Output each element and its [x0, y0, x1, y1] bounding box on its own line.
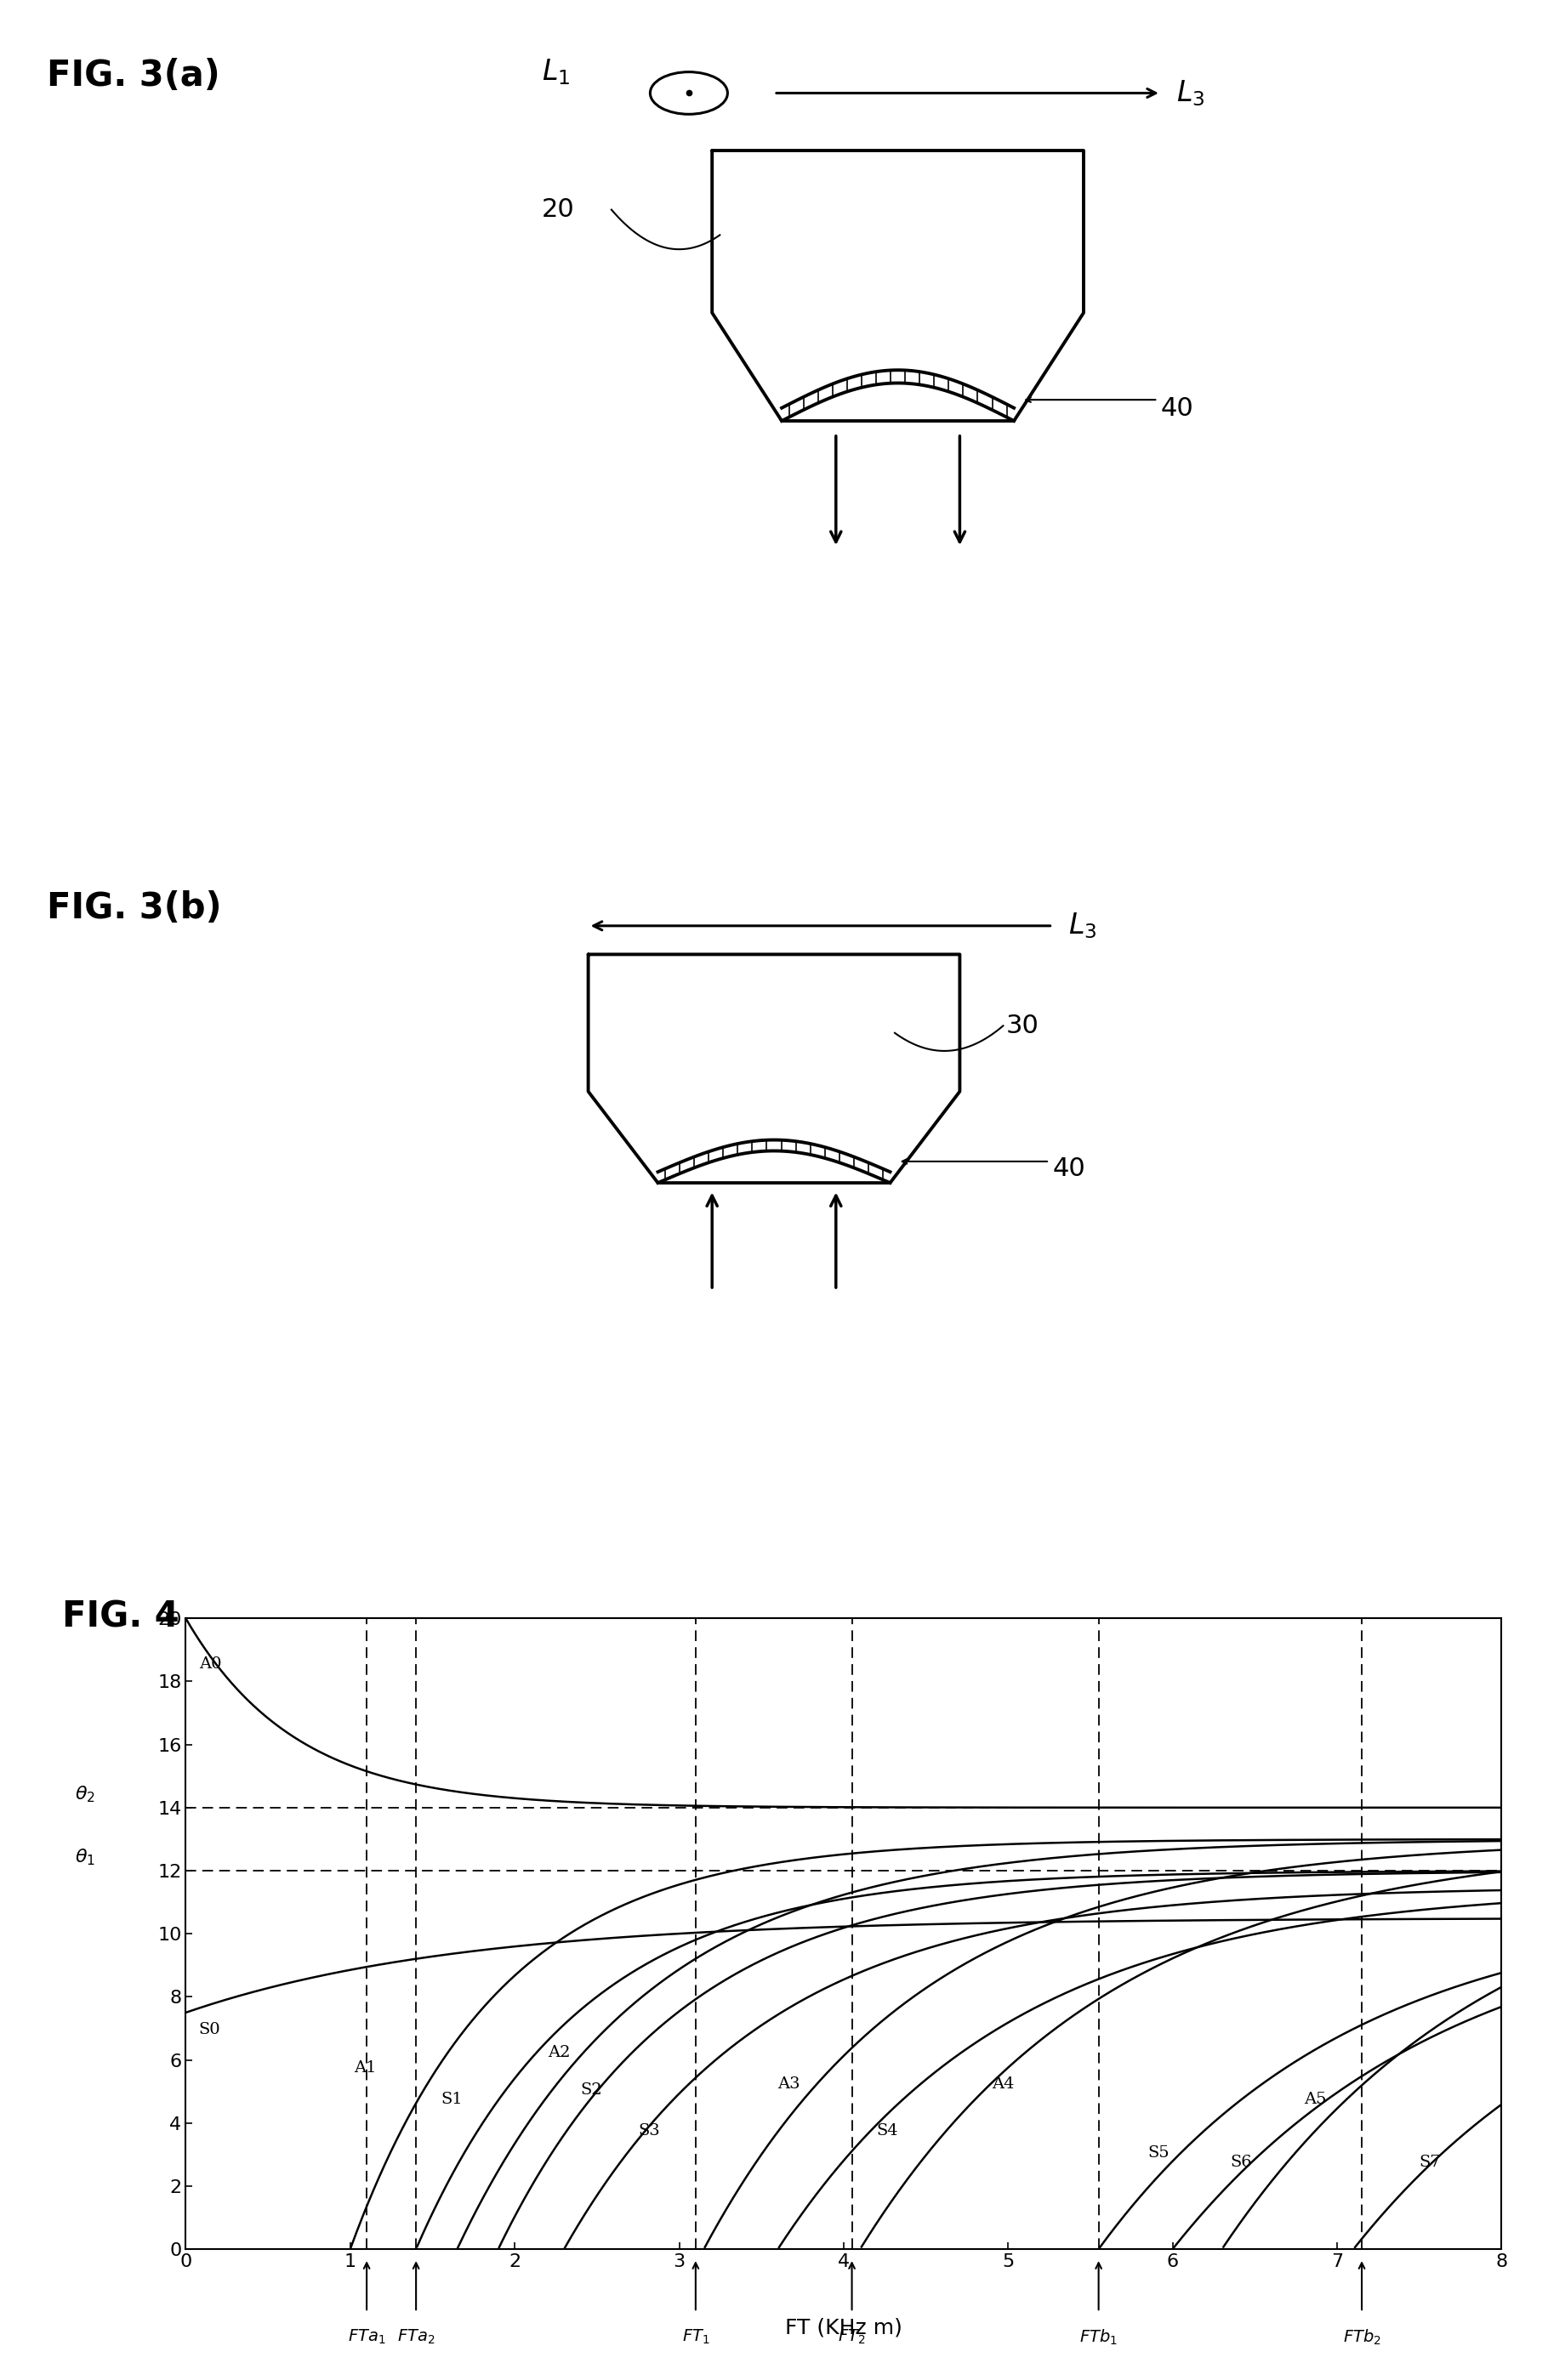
X-axis label: FT (KHz m): FT (KHz m)	[785, 2318, 902, 2337]
Text: A2: A2	[548, 2044, 570, 2059]
Text: S7: S7	[1420, 2154, 1441, 2171]
Text: S6: S6	[1231, 2154, 1252, 2171]
Text: S0: S0	[198, 2023, 221, 2037]
Text: S4: S4	[876, 2123, 898, 2140]
Text: $L_1$: $L_1$	[542, 57, 570, 88]
Text: $FTb_1$: $FTb_1$	[1079, 2328, 1118, 2347]
Text: S5: S5	[1149, 2144, 1170, 2161]
Text: $\theta_1$: $\theta_1$	[74, 1847, 96, 1868]
Text: 30: 30	[1006, 1014, 1039, 1038]
Text: FIG. 4: FIG. 4	[62, 1599, 180, 1635]
Text: $L_3$: $L_3$	[1068, 912, 1096, 940]
Text: A0: A0	[198, 1656, 221, 1671]
Text: $FTa_1$: $FTa_1$	[348, 2328, 385, 2347]
Text: 40: 40	[1161, 395, 1194, 421]
Text: A1: A1	[353, 2061, 376, 2075]
Text: $FTb_2$: $FTb_2$	[1342, 2328, 1381, 2347]
Text: S1: S1	[441, 2092, 463, 2106]
Text: FIG. 3(a): FIG. 3(a)	[46, 57, 220, 93]
Text: $L_3$: $L_3$	[1176, 79, 1204, 107]
Text: S3: S3	[638, 2123, 659, 2140]
Text: A4: A4	[992, 2075, 1014, 2092]
Text: A3: A3	[777, 2075, 800, 2092]
Text: 40: 40	[1053, 1157, 1085, 1180]
Text: $FT_1$: $FT_1$	[681, 2328, 709, 2347]
Text: $\theta_2$: $\theta_2$	[74, 1785, 96, 1804]
Text: A5: A5	[1303, 2092, 1327, 2106]
Text: S2: S2	[580, 2082, 602, 2097]
Text: FIG. 3(b): FIG. 3(b)	[46, 890, 221, 926]
Text: 20: 20	[542, 198, 574, 221]
Text: $FTa_2$: $FTa_2$	[398, 2328, 435, 2347]
Text: $FT_2$: $FT_2$	[837, 2328, 865, 2347]
